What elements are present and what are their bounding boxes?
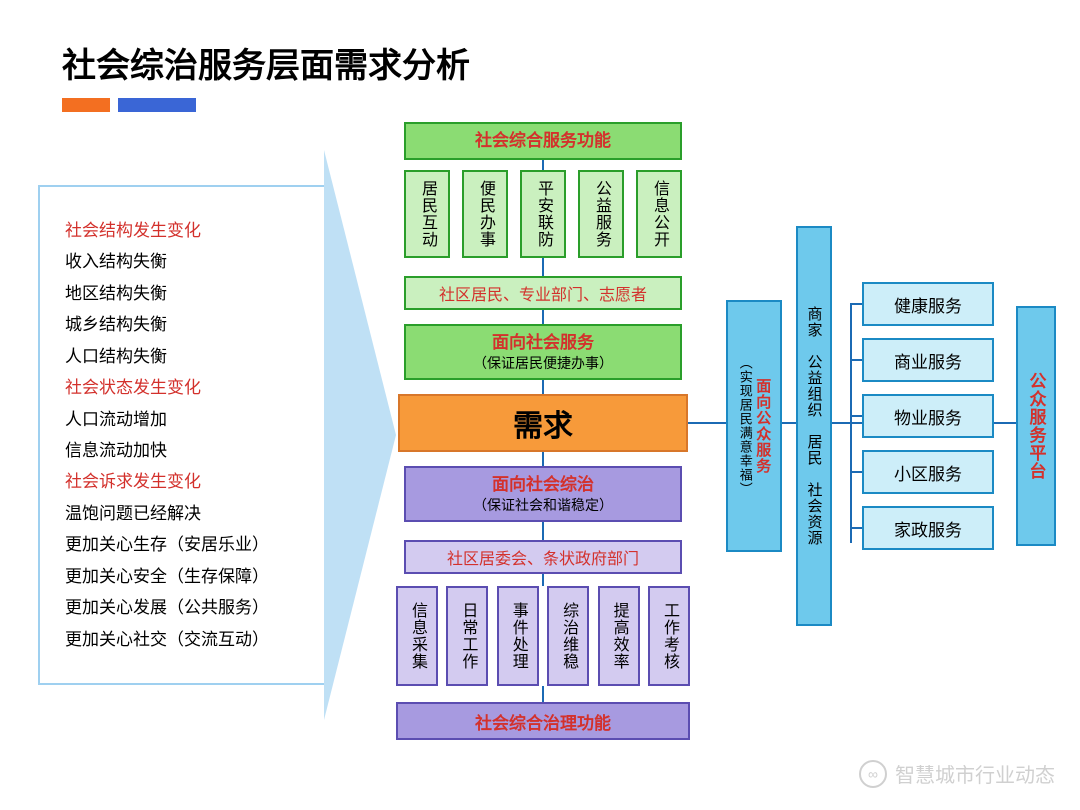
actors-bottom: 社区居委会、条状政府部门 — [404, 540, 682, 574]
service-item: 物业服务 — [862, 394, 994, 438]
service-item: 健康服务 — [862, 282, 994, 326]
driver-item: 人口流动增加 — [65, 404, 306, 435]
bar-blue — [118, 98, 196, 112]
services-column: 健康服务商业服务物业服务小区服务家政服务 — [862, 282, 994, 550]
watermark-text: 智慧城市行业动态 — [895, 759, 1055, 788]
governance-item: 提高效率 — [598, 586, 640, 686]
svc-top-line1: 面向社会服务 — [492, 332, 594, 354]
connector — [994, 422, 1016, 424]
driver-item: 社会诉求发生变化 — [65, 466, 306, 497]
platform-label: 公众服务平台 — [1016, 306, 1056, 546]
accent-bars — [62, 98, 196, 112]
page-title: 社会综治服务层面需求分析 — [62, 38, 470, 87]
drivers-panel: 社会结构发生变化收入结构失衡地区结构失衡城乡结构失衡人口结构失衡社会状态发生变化… — [38, 185, 326, 685]
function-item: 便民办事 — [462, 170, 508, 258]
governance-item: 事件处理 — [497, 586, 539, 686]
connector — [542, 310, 544, 324]
actors-top: 社区居民、专业部门、志愿者 — [404, 276, 682, 310]
connector — [542, 452, 544, 466]
function-item: 居民互动 — [404, 170, 450, 258]
rlabel1-line1: 面向公众服务 — [753, 378, 773, 474]
bar-orange — [62, 98, 110, 112]
connector — [782, 422, 796, 424]
governance-item: 工作考核 — [648, 586, 690, 686]
bottom-header: 社会综合治理功能 — [396, 702, 690, 740]
driver-item: 更加关心生存（安居乐业） — [65, 529, 306, 560]
function-item: 公益服务 — [578, 170, 624, 258]
governance-item: 综治维稳 — [547, 586, 589, 686]
demand-box: 需求 — [398, 394, 688, 452]
svc-bot-line1: 面向社会综治 — [492, 474, 594, 496]
connector — [850, 359, 862, 361]
service-item: 小区服务 — [862, 450, 994, 494]
driver-item: 社会结构发生变化 — [65, 215, 306, 246]
connector — [850, 303, 852, 543]
connector — [850, 303, 862, 305]
driver-item: 地区结构失衡 — [65, 278, 306, 309]
svc-bot-line2: （保证社会和谐稳定） — [473, 496, 613, 514]
service-top: 面向社会服务 （保证居民便捷办事） — [404, 324, 682, 380]
connector — [542, 258, 544, 276]
service-bottom: 面向社会综治 （保证社会和谐稳定） — [404, 466, 682, 522]
connector — [542, 380, 544, 394]
connector — [542, 574, 544, 586]
public-service-label: 面向公众服务 （实现居民满意幸福） — [726, 300, 782, 552]
connector — [850, 527, 862, 529]
driver-item: 温饱问题已经解决 — [65, 498, 306, 529]
rlabel1-line2: （实现居民满意幸福） — [736, 356, 753, 496]
driver-item: 收入结构失衡 — [65, 246, 306, 277]
svc-top-line2: （保证居民便捷办事） — [473, 354, 613, 372]
top-header: 社会综合服务功能 — [404, 122, 682, 160]
wechat-icon: ∞ — [859, 760, 887, 788]
governance-functions-row: 信息采集日常工作事件处理综治维稳提高效率工作考核 — [396, 586, 690, 686]
connector — [688, 422, 726, 424]
service-item: 家政服务 — [862, 506, 994, 550]
connector — [542, 686, 544, 702]
function-item: 信息公开 — [636, 170, 682, 258]
driver-item: 社会状态发生变化 — [65, 372, 306, 403]
connector — [850, 415, 862, 417]
driver-item: 城乡结构失衡 — [65, 309, 306, 340]
governance-item: 信息采集 — [396, 586, 438, 686]
function-item: 平安联防 — [520, 170, 566, 258]
driver-item: 更加关心发展（公共服务） — [65, 592, 306, 623]
driver-item: 更加关心社交（交流互动） — [65, 624, 306, 655]
connector — [850, 471, 862, 473]
driver-item: 人口结构失衡 — [65, 341, 306, 372]
connector — [832, 422, 862, 424]
service-item: 商业服务 — [862, 338, 994, 382]
actors-right: 商家 公益组织 居民 社会资源 — [796, 226, 832, 626]
driver-item: 更加关心安全（生存保障） — [65, 561, 306, 592]
service-functions-row: 居民互动便民办事平安联防公益服务信息公开 — [404, 170, 682, 258]
connector — [542, 160, 544, 170]
drivers-arrow-head — [324, 150, 396, 720]
governance-item: 日常工作 — [446, 586, 488, 686]
watermark: ∞ 智慧城市行业动态 — [859, 759, 1055, 788]
connector — [542, 522, 544, 540]
driver-item: 信息流动加快 — [65, 435, 306, 466]
